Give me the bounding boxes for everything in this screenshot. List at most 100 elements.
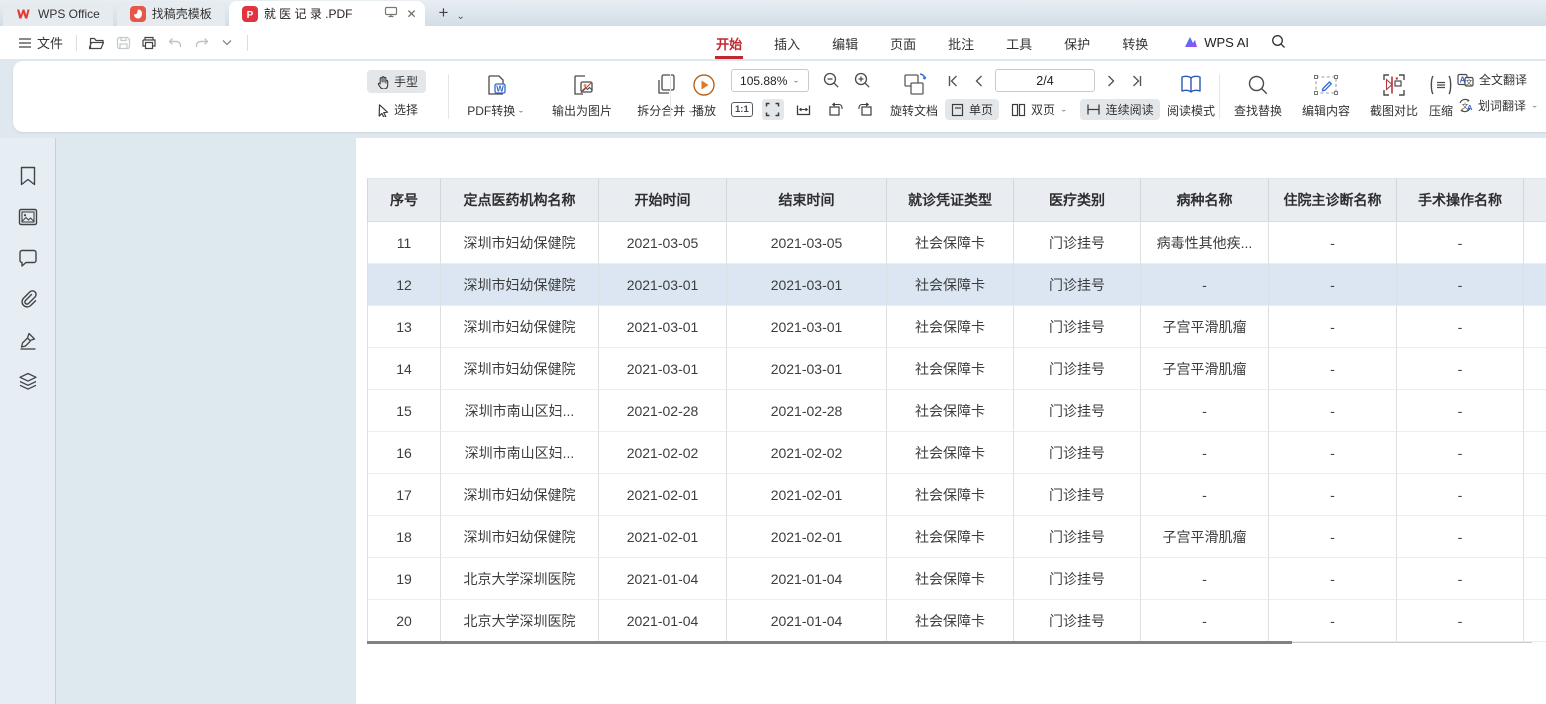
compress-button[interactable]: 压缩 <box>1419 67 1463 125</box>
column-header: 医疗类别 <box>1014 178 1141 222</box>
fit-page-button[interactable] <box>761 99 784 120</box>
table-cell: 社会保障卡 <box>887 390 1014 432</box>
zoom-level-dropdown[interactable]: 105.88% ⌄ <box>731 69 809 92</box>
page-number-input[interactable]: 2/4 <box>995 69 1095 92</box>
edit-content-button[interactable]: 编辑内容 <box>1294 67 1358 125</box>
thumbnail-panel-button[interactable] <box>16 205 40 229</box>
menu-search-button[interactable] <box>1271 34 1286 52</box>
float-window-icon[interactable] <box>384 6 398 21</box>
word-translate-icon: 文A <box>1459 98 1473 113</box>
window-tab-1[interactable]: WPS Office <box>3 1 113 26</box>
ribbon-tab-转换[interactable]: 转换 <box>1122 37 1149 52</box>
play-button[interactable]: 播放 <box>679 67 729 125</box>
attachment-panel-button[interactable] <box>16 287 40 311</box>
table-cell: - <box>1141 474 1269 516</box>
ribbon-tab-开始[interactable]: 开始 <box>715 29 744 59</box>
table-row[interactable]: 15 深圳市南山区妇... 2021-02-28 2021-02-28 社会保障卡 门诊挂… <box>367 390 1546 432</box>
quick-access-chevron[interactable] <box>214 32 240 54</box>
table-row[interactable]: 18 深圳市妇幼保健院 2021-02-01 2021-02-01 社会保障卡 门诊挂号子… <box>367 516 1546 558</box>
ribbon-tab-保护[interactable]: 保护 <box>1064 37 1091 52</box>
rotate-right-button[interactable] <box>855 99 877 120</box>
ribbon-tab-工具[interactable]: 工具 <box>1006 37 1033 52</box>
find-replace-icon <box>1247 70 1269 100</box>
wps-ai-button[interactable]: WPS AI <box>1183 35 1249 50</box>
first-page-button[interactable] <box>945 71 963 91</box>
print-button[interactable] <box>136 32 162 54</box>
comment-panel-button[interactable] <box>16 246 40 270</box>
ribbon-tab-页面[interactable]: 页面 <box>890 37 917 52</box>
tab-list-chevron-icon[interactable]: ⌄ <box>456 11 465 22</box>
open-file-button[interactable] <box>84 32 110 54</box>
table-row[interactable]: 19 北京大学深圳医院 2021-01-04 2021-01-04 社会保障卡 门诊挂号 -… <box>367 558 1546 600</box>
table-cell: - <box>1141 264 1269 306</box>
rotate-document-button[interactable]: 旋转文档 <box>879 67 949 125</box>
table-row[interactable]: 20 北京大学深圳医院 2021-01-04 2021-01-04 社会保障卡 门诊挂号 -… <box>367 600 1546 642</box>
screenshot-compare-button[interactable]: 截图对比 <box>1362 67 1426 125</box>
table-cell: - <box>1269 600 1397 642</box>
table-row[interactable]: 11 深圳市妇幼保健院 2021-03-05 2021-03-05 社会保障卡 门诊挂号病… <box>367 222 1546 264</box>
select-tool-button[interactable]: 选择 <box>367 98 426 121</box>
table-cell: - <box>1397 390 1524 432</box>
fit-width-button[interactable] <box>793 99 815 120</box>
next-page-button[interactable] <box>1102 71 1120 91</box>
zoom-out-button[interactable] <box>822 71 840 91</box>
layers-panel-button[interactable] <box>16 369 40 393</box>
docer-logo-icon <box>129 5 146 22</box>
window-tab-2[interactable]: 找稿壳模板 <box>116 1 225 26</box>
table-cell: 2021-03-01 <box>599 264 727 306</box>
chevron-down-icon <box>222 40 232 46</box>
undo-button[interactable] <box>162 32 188 54</box>
table-cell: - <box>1397 306 1524 348</box>
export-as-image-button[interactable]: 输出为图片 <box>540 67 624 125</box>
table-cell: 2021-02-02 <box>599 432 727 474</box>
single-page-view-button[interactable]: 单页 <box>945 99 1000 120</box>
continuous-reading-button[interactable]: 连续阅读 <box>1079 99 1160 120</box>
rotate-right-icon <box>858 102 872 116</box>
next-page-icon <box>1108 75 1115 86</box>
ribbon-tab-编辑[interactable]: 编辑 <box>832 37 859 52</box>
table-row[interactable]: 16 深圳市南山区妇... 2021-02-02 2021-02-02 社会保障卡 门诊挂… <box>367 432 1546 474</box>
two-page-view-button[interactable]: 双页 ⌄ <box>1007 99 1072 120</box>
close-tab-icon[interactable]: ✕ <box>406 6 417 21</box>
edit-content-label: 编辑内容 <box>1301 104 1350 118</box>
save-button[interactable] <box>110 32 136 54</box>
table-cell: - <box>1141 432 1269 474</box>
screenshot-compare-icon <box>1382 70 1406 100</box>
find-replace-button[interactable]: 查找替换 <box>1226 67 1290 125</box>
zoom-level-value: 105.88% <box>740 73 788 88</box>
table-cell: 子宫平滑肌瘤 <box>1141 516 1269 558</box>
last-page-button[interactable] <box>1127 71 1145 91</box>
read-mode-button[interactable]: 阅读模式 <box>1161 67 1221 125</box>
signature-panel-button[interactable] <box>16 328 40 352</box>
table-cell: 社会保障卡 <box>887 432 1014 474</box>
table-row[interactable]: 14 深圳市妇幼保健院 2021-03-01 2021-03-01 社会保障卡 门诊挂号子… <box>367 348 1546 390</box>
zoom-in-button[interactable] <box>853 71 871 91</box>
table-row[interactable]: 13 深圳市妇幼保健院 2021-03-01 2021-03-01 社会保障卡 门诊挂号子… <box>367 306 1546 348</box>
toolbar-divider <box>670 74 671 119</box>
table-cell: 深圳市妇幼保健院 <box>441 474 599 516</box>
window-tab-3[interactable]: P 就 医 记 录 .PDF ✕ <box>228 1 425 26</box>
pdf-page[interactable]: 序号 定点医药机构名称 开始时间 结束时间 就诊凭证类型 医疗类别 病种名称 住院主诊断名称手… <box>356 138 1546 704</box>
bookmark-panel-button[interactable] <box>16 164 40 188</box>
redo-button[interactable] <box>188 32 214 54</box>
table-cell: 门诊挂号 <box>1014 264 1141 306</box>
actual-size-button[interactable]: 1:1 <box>731 102 753 117</box>
split-merge-button[interactable]: 拆分合并 ⌄ <box>626 67 706 125</box>
table-cell: 20 <box>367 600 441 642</box>
redo-icon <box>195 38 208 48</box>
table-cell: - <box>1269 558 1397 600</box>
table-cell: - <box>1269 264 1397 306</box>
previous-page-button[interactable] <box>970 71 988 91</box>
rotate-left-button[interactable] <box>824 99 846 120</box>
ribbon-tab-批注[interactable]: 批注 <box>948 37 975 52</box>
table-cell: 2021-01-04 <box>599 600 727 642</box>
file-menu-button[interactable]: 文件 <box>12 29 69 56</box>
pdf-convert-button[interactable]: W PDF转换 ⌄ <box>456 67 536 125</box>
new-tab-button[interactable]: + <box>438 3 449 22</box>
table-row[interactable]: 17 深圳市妇幼保健院 2021-02-01 2021-02-01 社会保障卡 门诊挂号 -… <box>367 474 1546 516</box>
table-row[interactable]: 12 深圳市妇幼保健院 2021-03-01 2021-03-01 社会保障卡 门诊挂号 -… <box>367 264 1546 306</box>
hand-tool-button[interactable]: 手型 <box>367 70 427 93</box>
ribbon-tab-插入[interactable]: 插入 <box>774 37 801 52</box>
